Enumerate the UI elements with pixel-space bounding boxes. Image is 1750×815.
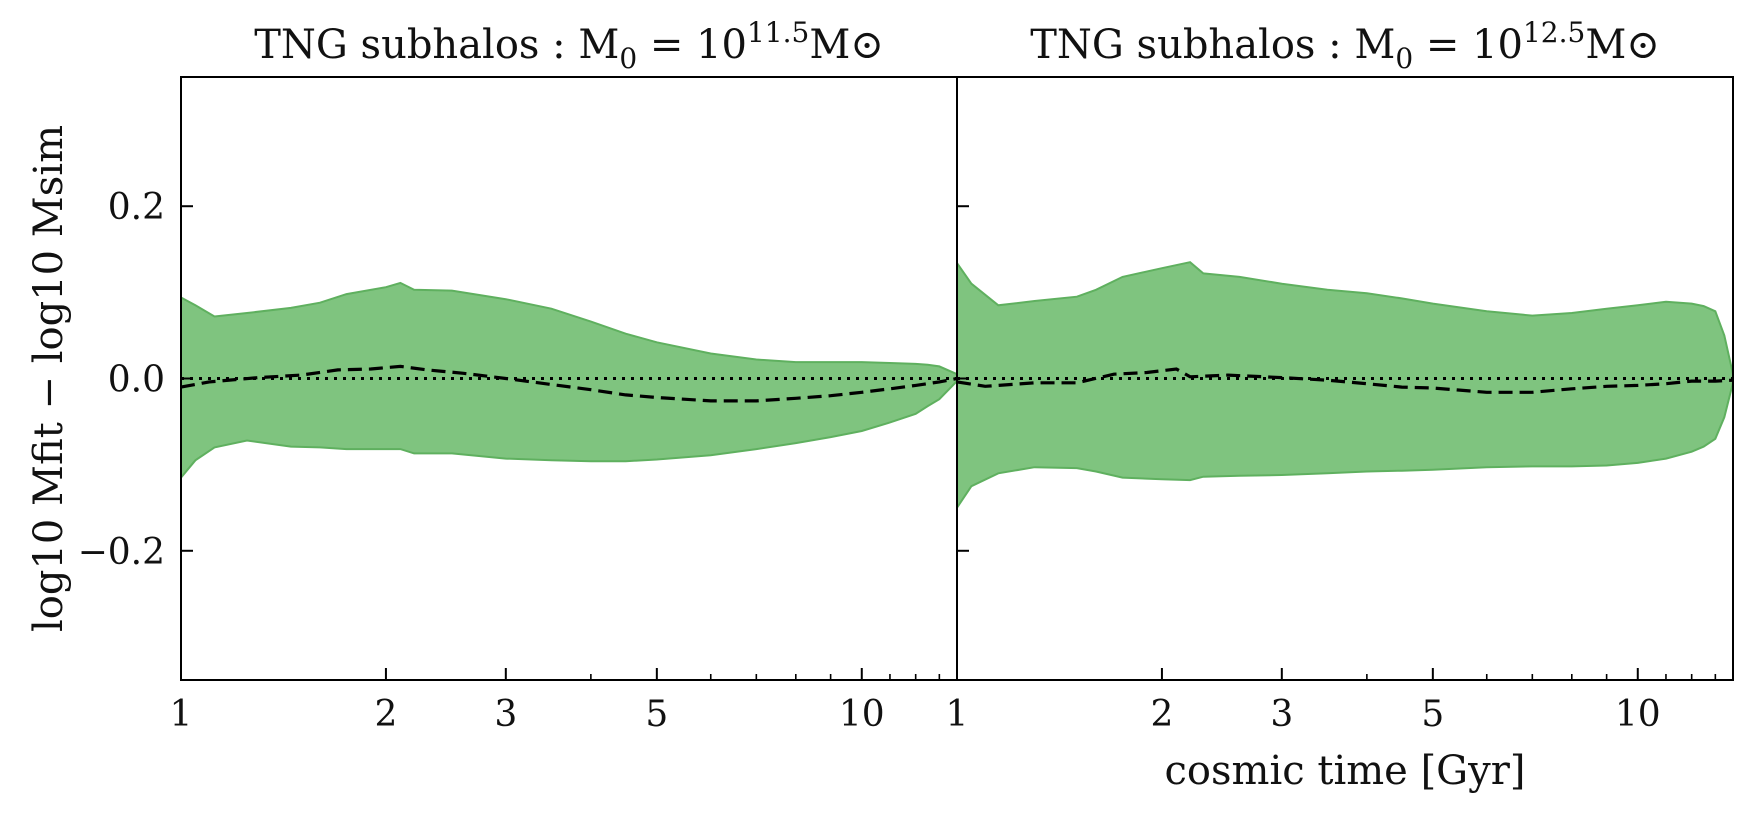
- left-panel: 1 2 3 5 10 −0.2 0.0 0.2 TNG subhalos : M0 = 1011…: [78, 16, 958, 735]
- title-segment: TNG subhalos : M: [1030, 22, 1395, 68]
- x-axis-label: cosmic time [Gyr]: [1165, 748, 1526, 794]
- title-segment: 0: [1395, 42, 1413, 75]
- panel-title: TNG subhalos : M0 = 1011.5M⊙: [254, 16, 884, 75]
- title-segment: 11.5: [747, 16, 809, 49]
- x-tick-label: 3: [1270, 694, 1293, 735]
- x-tick-label: 1: [170, 694, 193, 735]
- x-tick-label: 5: [645, 694, 668, 735]
- right-panel: 1 2 3 5 10 TNG subhalos : M0 = 1012.5M⊙: [946, 16, 1734, 735]
- title-segment: TNG subhalos : M: [254, 22, 619, 68]
- panel-title: TNG subhalos : M0 = 1012.5M⊙: [1030, 16, 1660, 75]
- title-segment: 12.5: [1523, 16, 1585, 49]
- x-tick-label: 3: [494, 694, 517, 735]
- y-tick-label: −0.2: [78, 532, 165, 573]
- x-tick-label: 2: [374, 694, 397, 735]
- x-tick-label: 10: [1615, 694, 1661, 735]
- title-segment: M⊙: [1585, 22, 1659, 68]
- x-tick-label: 2: [1150, 694, 1173, 735]
- y-tick-label: 0.2: [108, 187, 165, 228]
- title-segment: 0: [619, 42, 637, 75]
- x-tick-label: 10: [839, 694, 885, 735]
- title-segment: = 10: [1413, 22, 1523, 68]
- scatter-band-area: [180, 281, 958, 481]
- x-axis-title: cosmic time [Gyr]: [1165, 748, 1526, 794]
- title-segment: = 10: [637, 22, 747, 68]
- median-line: [956, 367, 1734, 394]
- y-axis-label: log10 Mfit − log10 Msim: [26, 125, 72, 632]
- y-tick-label: 0.0: [108, 360, 165, 401]
- x-tick-label: 5: [1421, 694, 1444, 735]
- x-tick-label: 1: [946, 694, 969, 735]
- median-line: [180, 364, 958, 403]
- title-segment: M⊙: [809, 22, 883, 68]
- y-axis-title: log10 Mfit − log10 Msim: [26, 125, 72, 632]
